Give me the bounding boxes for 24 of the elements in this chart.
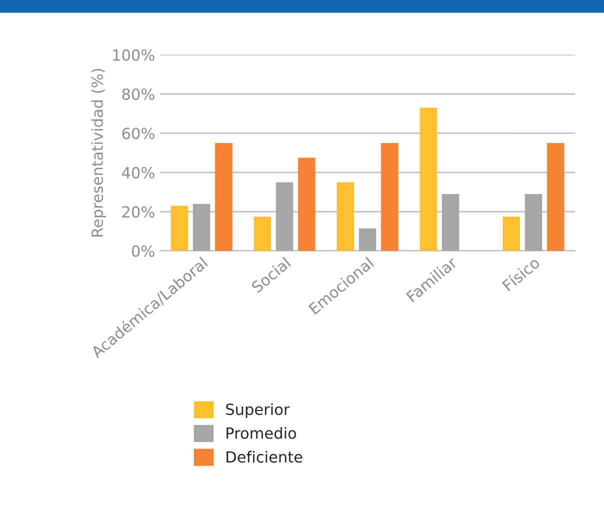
legend-label: Promedio	[226, 427, 296, 439]
bar	[420, 108, 438, 251]
y-axis-title: Representatividad (%)	[91, 68, 106, 236]
y-tick-label: 60%	[122, 128, 154, 140]
legend-label: Deficiente	[226, 450, 302, 463]
bar	[336, 182, 354, 251]
bar	[276, 182, 294, 251]
y-tick-label: 20%	[122, 206, 154, 218]
bar	[547, 143, 564, 251]
bar	[215, 143, 232, 251]
y-tick-label: 80%	[122, 88, 154, 100]
y-tick-label: 100%	[113, 49, 154, 61]
bar	[192, 204, 210, 251]
bar	[381, 143, 398, 251]
bar	[298, 158, 316, 251]
bar	[442, 194, 460, 251]
bar	[254, 216, 272, 251]
y-tick-label: 0%	[132, 245, 154, 257]
bar	[524, 194, 542, 251]
bar	[502, 216, 520, 251]
bar	[170, 206, 188, 251]
legend-label: Superior	[226, 403, 290, 418]
y-tick-label: 40%	[122, 166, 154, 178]
bar	[358, 228, 376, 251]
